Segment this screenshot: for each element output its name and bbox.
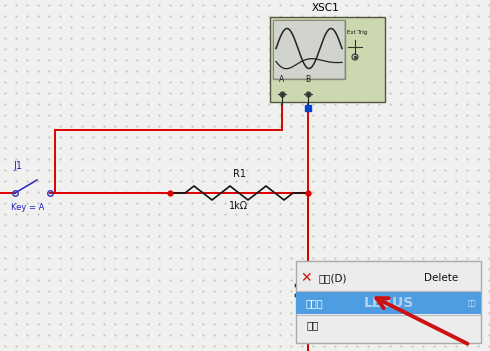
Bar xyxy=(270,17,385,102)
Text: Delete: Delete xyxy=(424,273,458,283)
Text: B: B xyxy=(305,75,311,84)
Text: XSC1: XSC1 xyxy=(312,3,340,13)
Text: 字体: 字体 xyxy=(306,320,318,330)
Text: Ext Trig: Ext Trig xyxy=(347,30,367,35)
Text: R1: R1 xyxy=(232,169,245,179)
Text: ✕: ✕ xyxy=(300,271,312,285)
Text: 删除(D): 删除(D) xyxy=(318,273,346,283)
Text: A: A xyxy=(279,75,285,84)
Text: J1: J1 xyxy=(13,161,22,171)
Bar xyxy=(296,292,481,314)
Bar xyxy=(273,20,345,79)
Text: 1kΩ: 1kΩ xyxy=(229,201,248,211)
Text: 100μF: 100μF xyxy=(316,293,346,303)
Text: Key = A: Key = A xyxy=(11,203,45,212)
Text: 颜色段: 颜色段 xyxy=(306,298,323,308)
Text: 下载: 下载 xyxy=(467,300,476,306)
Text: LEBUS: LEBUS xyxy=(364,296,414,310)
Bar xyxy=(296,261,481,343)
Text: C1: C1 xyxy=(316,277,329,287)
Bar xyxy=(274,21,344,78)
